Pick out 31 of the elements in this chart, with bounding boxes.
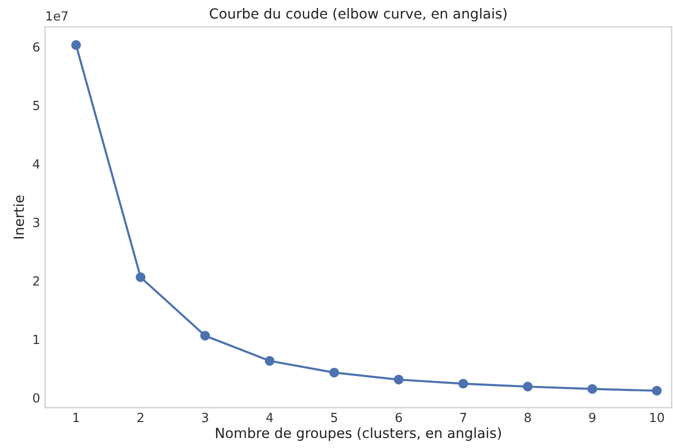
point bbox=[522, 382, 533, 392]
point bbox=[264, 356, 275, 366]
y-tick-label: 3 bbox=[33, 218, 40, 228]
text: 1e7 bbox=[46, 11, 68, 21]
y-tick-label: 6 bbox=[33, 42, 40, 52]
x-tick-label: 9 bbox=[589, 412, 596, 422]
chart-title: Courbe du coude (elbow curve, en anglais) bbox=[210, 8, 507, 22]
x-tick-label: 3 bbox=[202, 412, 208, 422]
point bbox=[200, 330, 210, 341]
y-tick-label: 5 bbox=[33, 100, 40, 110]
x-tick-label: 7 bbox=[460, 412, 466, 422]
point bbox=[136, 272, 146, 282]
point bbox=[652, 386, 662, 396]
x-tick-label: 1 bbox=[73, 412, 79, 422]
y-tick-label: 0 bbox=[33, 393, 40, 403]
point bbox=[458, 378, 468, 389]
point bbox=[329, 368, 340, 378]
y-tick-label: 2 bbox=[33, 276, 39, 286]
point bbox=[587, 384, 598, 394]
point bbox=[394, 374, 404, 384]
y-tick-label: 1 bbox=[34, 334, 40, 344]
x-tick-label: 5 bbox=[331, 412, 338, 422]
x-axis-title: Nombre de groupes (clusters, en anglais) bbox=[216, 427, 501, 441]
x-tick-label: 2 bbox=[138, 412, 144, 422]
x-tick-label: 4 bbox=[266, 412, 273, 422]
y-tick-label: 4 bbox=[32, 159, 40, 169]
y-axis-title: Inertie bbox=[13, 196, 24, 238]
x-tick-label: 8 bbox=[524, 412, 531, 422]
point bbox=[71, 40, 81, 50]
x-tick-label: 6 bbox=[396, 412, 402, 422]
x-tick-label: 10 bbox=[650, 412, 664, 422]
